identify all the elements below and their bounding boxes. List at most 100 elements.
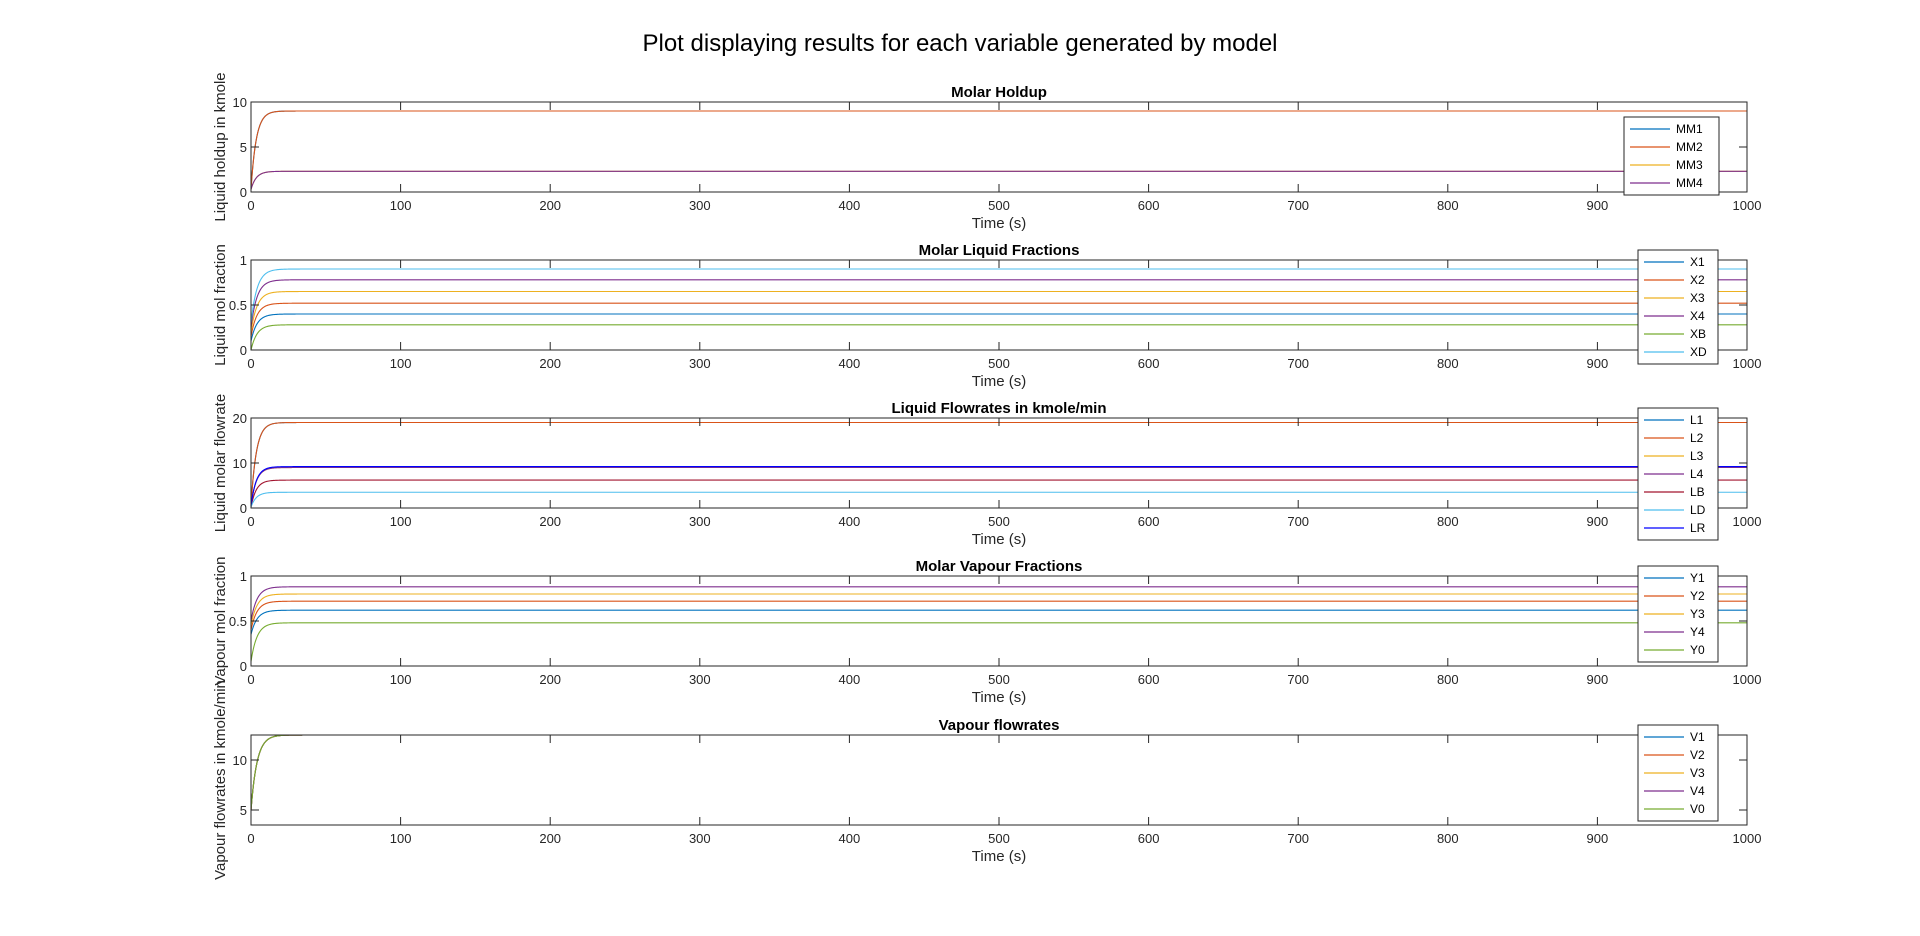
subplot-2-xtick-label: 300 bbox=[689, 356, 711, 371]
subplot-2-series-x4-line bbox=[250, 279, 1747, 328]
subplot-2-ytick-label: 0 bbox=[240, 343, 247, 358]
subplot-2-xtick-label: 1000 bbox=[1733, 356, 1762, 371]
subplot-2-xtick-label: 800 bbox=[1437, 356, 1459, 371]
subplot-2-xlabel: Time (s) bbox=[972, 373, 1026, 390]
subplot-2-series-x3-line bbox=[250, 290, 1747, 333]
subplot-2-xtick-label: 500 bbox=[988, 356, 1010, 371]
subplot-2-ytick-label: 1 bbox=[240, 253, 247, 268]
subplot-3-ylabel: Liquid molar flowrate bbox=[212, 394, 229, 532]
subplot-1-xtick-label: 0 bbox=[247, 198, 254, 213]
subplot-1-legend-box bbox=[1623, 116, 1720, 196]
subplot-1-legend-label-mm2: MM2 bbox=[1676, 140, 1703, 154]
subplot-5-xtick-label: 800 bbox=[1437, 831, 1459, 846]
subplot-5-xtick-label: 600 bbox=[1138, 831, 1160, 846]
subplot-3-xlabel: Time (s) bbox=[972, 531, 1026, 548]
subplot-4-legend-label-y2: Y2 bbox=[1690, 589, 1705, 603]
subplot-4-title: Molar Vapour Fractions bbox=[916, 558, 1083, 575]
subplot-2-legend-box bbox=[1637, 249, 1719, 365]
subplot-4-ylabel: Vapour mol fraction bbox=[212, 557, 229, 686]
subplot-1-xtick-label: 1000 bbox=[1733, 198, 1762, 213]
figure-title: Plot displaying results for each variabl… bbox=[642, 30, 1278, 57]
subplot-5-xtick-label: 400 bbox=[839, 831, 861, 846]
subplot-1-ytick-label: 0 bbox=[240, 185, 247, 200]
subplot-4-legend-label-y0: Y0 bbox=[1690, 643, 1705, 657]
subplot-1-legend-label-mm3: MM3 bbox=[1676, 158, 1703, 172]
subplot-5-title: Vapour flowrates bbox=[939, 717, 1060, 734]
subplot-5-xtick-label: 0 bbox=[247, 831, 254, 846]
subplot-1-ylabel: Liquid holdup in kmole bbox=[212, 72, 229, 221]
subplot-2-xtick-label: 0 bbox=[247, 356, 254, 371]
subplot-3-legend-label-l2: L2 bbox=[1690, 431, 1704, 445]
subplot-5-xtick-label: 300 bbox=[689, 831, 711, 846]
subplot-2-legend-label-x4: X4 bbox=[1690, 309, 1705, 323]
subplot-1-xtick-label: 100 bbox=[390, 198, 412, 213]
subplot-3-xtick-label: 0 bbox=[247, 514, 254, 529]
subplot-3-xtick-label: 200 bbox=[539, 514, 561, 529]
subplot-3-ytick-label: 20 bbox=[233, 411, 247, 426]
subplot-4-ytick-label: 1 bbox=[240, 569, 247, 584]
subplot-4-xtick-label: 300 bbox=[689, 672, 711, 687]
subplot-1-xtick-label: 900 bbox=[1587, 198, 1609, 213]
subplot-4-ytick-label: 0.5 bbox=[229, 614, 247, 629]
subplot-3-series-l4-line bbox=[250, 466, 1747, 506]
subplot-4-xtick-label: 1000 bbox=[1733, 672, 1762, 687]
subplot-4-xtick-label: 200 bbox=[539, 672, 561, 687]
subplot-4-series-y2-line bbox=[250, 600, 1747, 631]
subplot-3-xtick-label: 100 bbox=[390, 514, 412, 529]
subplot-1-title: Molar Holdup bbox=[951, 84, 1047, 101]
subplot-5-xlabel: Time (s) bbox=[972, 848, 1026, 865]
subplot-2-series-x1-line bbox=[250, 313, 1747, 342]
subplot-3-xtick-label: 300 bbox=[689, 514, 711, 529]
subplot-5-axes-background bbox=[251, 735, 1747, 825]
subplot-3-xtick-label: 600 bbox=[1138, 514, 1160, 529]
subplot-2-series-xb-line bbox=[250, 324, 1747, 351]
subplot-3-series-lr-line bbox=[250, 466, 1747, 506]
subplot-4-series-y0-line bbox=[250, 622, 1747, 662]
subplot-4-legend-label-y3: Y3 bbox=[1690, 607, 1705, 621]
subplot-3-xtick-label: 400 bbox=[839, 514, 861, 529]
subplot-4-ytick-label: 0 bbox=[240, 659, 247, 674]
subplot-2-xtick-label: 700 bbox=[1287, 356, 1309, 371]
subplot-3-title: Liquid Flowrates in kmole/min bbox=[891, 400, 1106, 417]
subplot-5-ytick-label: 5 bbox=[240, 803, 247, 818]
subplot-3-xtick-label: 500 bbox=[988, 514, 1010, 529]
subplot-3-ytick-label: 0 bbox=[240, 501, 247, 516]
subplot-4-legend-label-y1: Y1 bbox=[1690, 571, 1705, 585]
subplot-4-xtick-label: 500 bbox=[988, 672, 1010, 687]
subplot-1-ytick-label: 10 bbox=[233, 95, 247, 110]
subplot-1-axes-background bbox=[251, 102, 1747, 192]
subplot-1-series-mm2-line bbox=[250, 110, 1747, 190]
subplot-2-xtick-label: 100 bbox=[390, 356, 412, 371]
subplot-2-xtick-label: 200 bbox=[539, 356, 561, 371]
subplot-3-xtick-label: 1000 bbox=[1733, 514, 1762, 529]
subplot-3-series-lb-line bbox=[250, 479, 1747, 508]
subplot-5-xtick-label: 700 bbox=[1287, 831, 1309, 846]
subplot-3-legend-label-l3: L3 bbox=[1690, 449, 1704, 463]
subplot-1-series-mm4-line bbox=[250, 170, 1747, 190]
subplot-3-xtick-label: 800 bbox=[1437, 514, 1459, 529]
subplot-1-xtick-label: 500 bbox=[988, 198, 1010, 213]
subplot-4-xtick-label: 800 bbox=[1437, 672, 1459, 687]
subplot-4-xlabel: Time (s) bbox=[972, 689, 1026, 706]
subplot-4-xtick-label: 0 bbox=[247, 672, 254, 687]
subplot-1-ytick-label: 5 bbox=[240, 140, 247, 155]
subplot-5-xtick-label: 500 bbox=[988, 831, 1010, 846]
subplot-2-legend-label-x2: X2 bbox=[1690, 273, 1705, 287]
subplot-1-xtick-label: 600 bbox=[1138, 198, 1160, 213]
subplot-3-xtick-label: 900 bbox=[1587, 514, 1609, 529]
subplot-2-ytick-label: 0.5 bbox=[229, 298, 247, 313]
subplot-2-title: Molar Liquid Fractions bbox=[919, 242, 1080, 259]
subplot-2-series-x2-line bbox=[250, 302, 1747, 337]
subplot-5-legend-label-v2: V2 bbox=[1690, 748, 1705, 762]
subplot-1-xtick-label: 200 bbox=[539, 198, 561, 213]
subplot-5-legend-label-v4: V4 bbox=[1690, 784, 1705, 798]
subplot-4-series-y1-line bbox=[250, 609, 1747, 635]
subplot-4-series-y3-line bbox=[250, 593, 1747, 626]
subplot-3-ytick-label: 10 bbox=[233, 456, 247, 471]
subplot-3-legend-label-ld: LD bbox=[1690, 503, 1706, 517]
subplot-3-legend-label-lb: LB bbox=[1690, 485, 1705, 499]
subplot-5-xtick-label: 900 bbox=[1587, 831, 1609, 846]
subplot-4-xtick-label: 600 bbox=[1138, 672, 1160, 687]
subplot-4-xtick-label: 400 bbox=[839, 672, 861, 687]
